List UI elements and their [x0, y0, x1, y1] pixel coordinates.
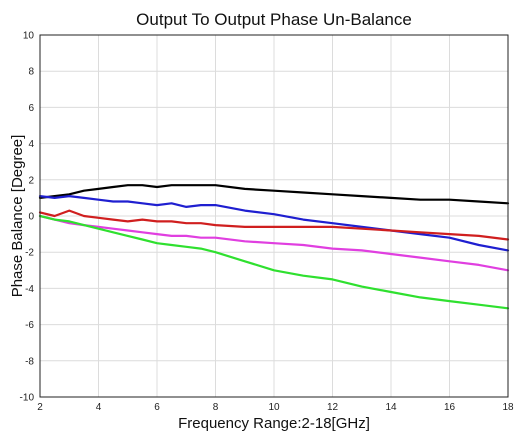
plot-frame — [39, 34, 509, 398]
y-tick-label: -10 — [20, 393, 35, 404]
y-tick-label: 2 — [28, 175, 34, 186]
x-tick-label: 10 — [268, 402, 280, 413]
series-line-3 — [38, 209, 510, 241]
series-line-4 — [38, 214, 510, 272]
x-tick-label: 18 — [502, 402, 514, 413]
x-tick-label: 4 — [96, 402, 102, 413]
x-tick-label: 2 — [37, 402, 43, 413]
y-tick-label: -6 — [25, 320, 34, 331]
y-tick-label: 4 — [28, 139, 34, 150]
y-tick-label: 0 — [28, 212, 34, 223]
y-tick-label: 6 — [28, 103, 34, 114]
x-tick-label: 16 — [444, 402, 456, 413]
series-line-5 — [38, 214, 510, 310]
grid-lines — [39, 34, 509, 398]
x-tick-label: 12 — [327, 402, 339, 413]
y-tick-label: -2 — [25, 248, 34, 259]
x-tick-label: 14 — [385, 402, 397, 413]
x-tick-label: 8 — [213, 402, 219, 413]
series-layer — [38, 184, 510, 310]
chart-title: Output To Output Phase Un-Balance — [136, 10, 412, 29]
y-axis-label: Phase Balance [Degree] — [9, 135, 26, 298]
y-tick-label: -4 — [25, 284, 34, 295]
x-axis-label: Frequency Range:2-18[GHz] — [178, 415, 370, 432]
series-line-1 — [38, 184, 510, 205]
x-tick-label: 6 — [154, 402, 160, 413]
y-tick-label: 10 — [23, 31, 35, 42]
tick-labels: 2 4 6 8 10 12 14 16 18 -10 -8 -6 -4 -2 0 2 4 6 8 10 — [20, 31, 514, 414]
y-tick-label: 8 — [28, 67, 34, 78]
y-tick-label: -8 — [25, 356, 34, 367]
